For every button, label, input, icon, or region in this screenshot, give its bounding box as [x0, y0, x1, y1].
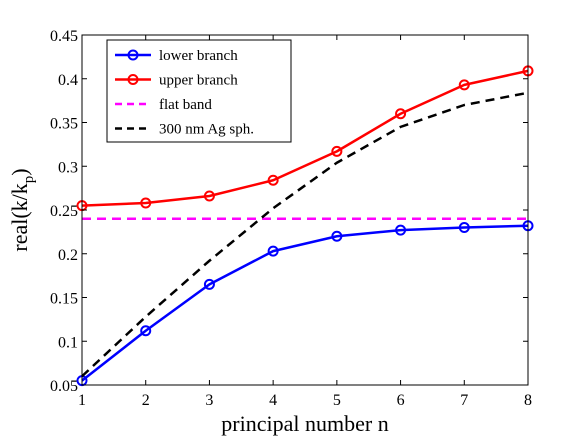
series-2-point-5	[331, 145, 343, 157]
series-1-point-2	[140, 325, 152, 337]
y-tick-label-4: 0.2	[58, 247, 78, 264]
legend-label-3: flat band	[159, 97, 212, 113]
y-axis-label-main: real(k/k	[7, 183, 32, 251]
legend-label-1: lower branch	[159, 48, 238, 64]
x-tick-label-2: 2	[142, 392, 150, 409]
series-line-4	[81, 91, 529, 378]
y-axis-label-close: )	[7, 168, 32, 175]
x-tick-label-6: 6	[397, 392, 405, 409]
legend-marker-2	[127, 74, 139, 85]
y-tick-label-2: 0.1	[58, 334, 78, 351]
series-1-point-6	[395, 224, 407, 236]
y-tick-label-9: 0.45	[50, 28, 78, 45]
series-1-point-7	[458, 222, 470, 233]
series-2-point-2	[140, 197, 152, 209]
series-2-point-3	[203, 190, 215, 202]
series-2-point-7	[458, 79, 470, 91]
series-2-point-4	[267, 174, 279, 186]
series-1-point-4	[267, 245, 279, 257]
legend-label-2: upper branch	[159, 73, 238, 89]
y-tick-label-3: 0.15	[50, 291, 78, 308]
x-tick-label-5: 5	[333, 392, 341, 409]
y-tick-label-1: 0.05	[50, 378, 78, 395]
y-axis-label-sub: p	[21, 176, 37, 184]
series-4	[81, 91, 529, 378]
axes: 1 2 3 4 5 6 7 8 0.05 0.1 0.15 0.2 0.25 0.3 0.35 0.4 0.45	[50, 28, 532, 409]
x-tick-label-7: 7	[460, 392, 468, 409]
x-tick-label-4: 4	[269, 392, 277, 409]
x-tick-label-8: 8	[524, 392, 532, 409]
series-1-point-5	[331, 230, 343, 242]
y-axis-label: real(k/kp)	[7, 168, 37, 251]
x-tick-label-3: 3	[205, 392, 213, 409]
series-line-2	[81, 69, 529, 207]
y-tick-label-8: 0.4	[58, 72, 78, 89]
x-axis-label: principal number n	[221, 411, 388, 436]
legend-label-4: 300 nm Ag sph.	[159, 122, 254, 138]
series-1-point-3	[203, 278, 215, 290]
y-tick-label-6: 0.3	[58, 159, 78, 176]
y-tick-label-7: 0.35	[50, 116, 78, 133]
series-line-1	[81, 224, 529, 382]
x-tick-label-1: 1	[78, 392, 86, 409]
legend: lower branch upper branch flat band 300 nm …	[106, 39, 292, 143]
y-tick-label-5: 0.25	[50, 203, 78, 220]
legend-marker-1	[127, 49, 139, 61]
series-2-point-6	[395, 108, 407, 120]
